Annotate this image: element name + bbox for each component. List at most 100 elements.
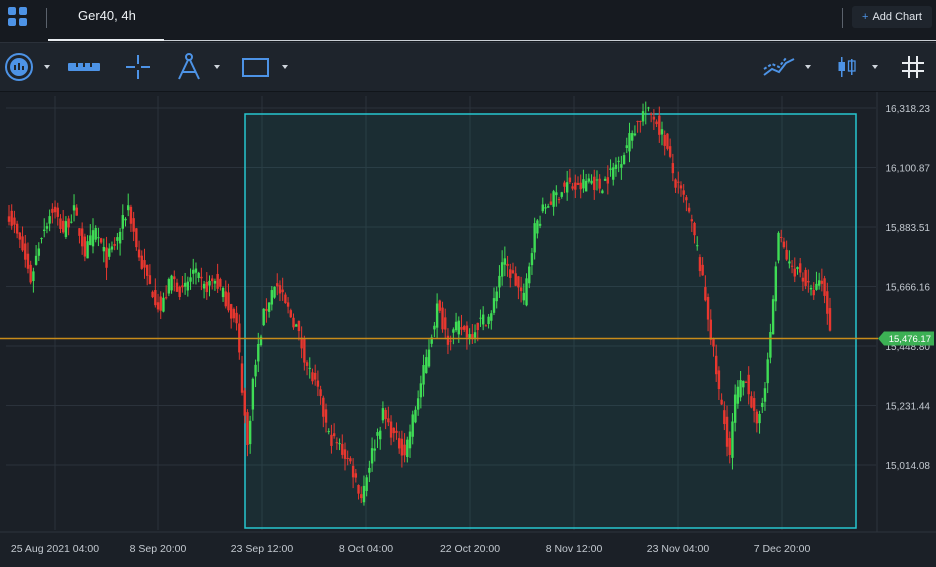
candle-body [444, 317, 447, 330]
candle-body [135, 228, 138, 248]
candle-body [500, 262, 504, 277]
candle-body [704, 287, 707, 301]
candle-body [354, 473, 358, 478]
candle-body [276, 283, 279, 287]
candle-body [56, 207, 59, 217]
indicators-icon[interactable] [762, 55, 796, 87]
candle-body [533, 223, 536, 253]
apps-grid-icon[interactable] [8, 7, 28, 27]
candle-body [576, 182, 580, 185]
tab-ger40[interactable]: Ger40, 4h [78, 8, 136, 23]
chevron-down-icon[interactable] [872, 65, 878, 69]
candle-body [94, 227, 97, 240]
candle-body [379, 430, 382, 440]
candle-body [582, 179, 585, 189]
y-tick-label: 15,231.44 [886, 401, 931, 412]
candle-body [563, 182, 566, 187]
candle-body [717, 370, 721, 390]
candle-body [10, 210, 13, 226]
candle-body [498, 275, 501, 288]
candle-body [687, 207, 691, 212]
candle-body [303, 338, 306, 363]
candle-body [790, 265, 794, 267]
candle-body [51, 208, 54, 213]
candle-body [127, 205, 130, 211]
crosshair-icon[interactable] [126, 55, 150, 87]
candle-body [590, 180, 593, 184]
compass-drawing-icon[interactable] [176, 53, 202, 85]
candle-body [679, 185, 683, 189]
candle-body [332, 433, 336, 437]
candle-body [671, 163, 675, 174]
candle-body [647, 107, 650, 109]
candle-body [712, 338, 715, 347]
chart-toolbar [0, 43, 936, 92]
candle-body [351, 465, 355, 478]
candle-body [397, 438, 401, 449]
candle-body [519, 287, 523, 292]
candle-body [240, 363, 244, 393]
candle-body [528, 266, 531, 284]
ruler-icon[interactable] [68, 61, 100, 93]
candle-body [739, 380, 742, 398]
candle-body [798, 263, 802, 273]
candle-body [29, 264, 32, 283]
chevron-down-icon[interactable] [44, 65, 50, 69]
candle-body [257, 344, 260, 362]
candle-body [164, 297, 168, 299]
candle-body [32, 271, 35, 282]
candle-body [208, 280, 211, 286]
candle-body [587, 178, 591, 182]
candle-body [99, 238, 103, 243]
candlestick-type-icon[interactable] [838, 57, 856, 89]
candle-body [817, 280, 821, 286]
candle-body [655, 121, 658, 125]
add-chart-button[interactable]: + Add Chart [852, 6, 932, 28]
x-tick-label: 23 Nov 04:00 [647, 543, 710, 555]
candle-body [248, 420, 252, 445]
candle-body [284, 294, 287, 304]
candle-body [771, 299, 775, 335]
candle-body [807, 280, 810, 283]
candle-body [511, 270, 515, 274]
x-tick-label: 23 Sep 12:00 [231, 543, 294, 555]
candle-body [609, 168, 612, 170]
candle-body [7, 216, 11, 222]
separator [46, 8, 47, 28]
candle-body [690, 219, 694, 222]
candle-body [308, 367, 311, 369]
candle-body [454, 321, 458, 331]
candle-body [278, 285, 282, 294]
candle-body [476, 322, 479, 331]
candle-body [202, 283, 206, 289]
candle-body [693, 222, 696, 236]
candle-body [13, 217, 16, 225]
candle-body [229, 304, 233, 319]
candle-body [80, 228, 84, 247]
candle-body [438, 300, 442, 311]
candle-body [682, 190, 685, 195]
candle-body [793, 268, 796, 277]
chart-settings-icon[interactable] [4, 52, 34, 84]
candle-body [72, 205, 76, 211]
rectangle-icon[interactable] [242, 58, 269, 90]
candle-body [422, 364, 425, 385]
candle-body [170, 275, 173, 291]
candle-body [408, 431, 412, 449]
top-bar: Ger40, 4h + Add Chart [0, 0, 936, 43]
candle-body [143, 260, 146, 268]
candle-body [48, 216, 51, 224]
candle-body [720, 399, 723, 405]
chevron-down-icon[interactable] [805, 65, 811, 69]
price-chart[interactable]: 15,014.08 15,231.44 15,448.80 15,666.16 15,8… [0, 92, 936, 562]
chevron-down-icon[interactable] [214, 65, 220, 69]
grid-icon[interactable] [902, 56, 924, 88]
candle-body [381, 408, 385, 421]
candle-body [449, 340, 452, 342]
candle-body [785, 249, 788, 260]
candlestick-chart[interactable]: 15,014.08 15,231.44 15,448.80 15,666.16 15,8… [0, 92, 936, 562]
chevron-down-icon[interactable] [282, 65, 288, 69]
candle-body [544, 207, 547, 209]
candle-body [300, 337, 303, 349]
candle-body [192, 269, 195, 274]
